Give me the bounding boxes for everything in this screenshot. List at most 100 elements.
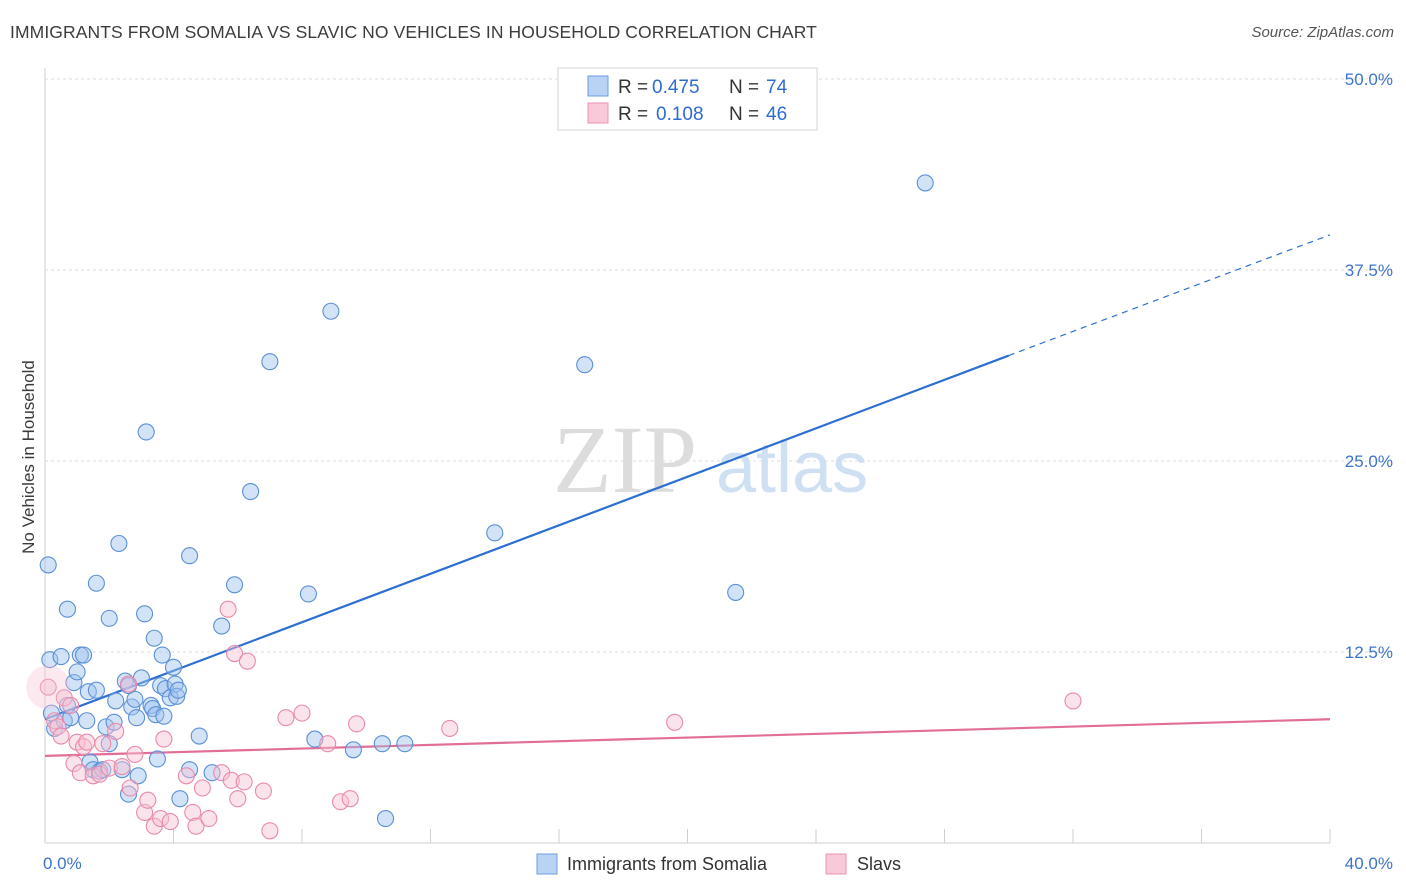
point-somalia-10 [68,663,86,681]
point-slavs-44 [341,790,359,808]
legend-n-label-somalia: N = [729,77,759,98]
legend-swatch-somalia [587,75,609,97]
source-label: Source: ZipAtlas.com [1251,24,1394,41]
watermark: ZIP atlas [553,406,868,513]
point-somalia-64 [344,741,362,759]
point-slavs-30 [200,810,218,828]
point-somalia-17 [87,681,105,699]
point-slavs-38 [254,782,273,800]
watermark-atlas: atlas [716,428,868,508]
point-somalia-42 [148,750,166,768]
point-somalia-21 [97,718,115,736]
point-somalia-37 [137,423,155,441]
point-somalia-8 [62,709,80,727]
point-slavs-18 [121,779,139,797]
point-slavs-24 [155,730,173,748]
point-slavs-45 [348,715,366,733]
bottom-legend: Immigrants from Somalia Slavs [536,853,901,875]
point-somalia-13 [78,712,96,730]
point-slavs-27 [184,803,202,821]
watermark-zip: ZIP [553,406,697,513]
y-tick-label-3: 50.0% [1345,70,1393,89]
trend-lines [44,234,1331,758]
point-slavs-26 [177,767,195,785]
point-slavs-35 [229,790,247,808]
point-slavs-32 [219,600,237,618]
point-slavs-17 [119,675,138,693]
point-slavs-2 [49,718,67,736]
point-somalia-66 [376,810,395,828]
y-tick-label-1: 25.0% [1345,452,1393,471]
point-somalia-59 [242,483,260,501]
point-slavs-large [26,665,71,710]
legend-r-label-slavs: R = [618,104,648,125]
point-somalia-34 [129,767,147,785]
point-slavs-3 [52,727,70,745]
point-somalia-63 [322,302,340,320]
x-tick-label-0: 0.0% [43,854,82,873]
y-axis-label: No Vehicles in Household [19,360,38,554]
x-tick-label-1: 40.0% [1345,854,1393,873]
point-slavs-6 [65,754,83,773]
point-slavs-42 [319,735,337,753]
point-slavs-0 [39,678,57,696]
point-slavs-13 [94,735,112,753]
point-slavs-40 [277,709,295,727]
chart-title: IMMIGRANTS FROM SOMALIA VS SLAVIC NO VEH… [10,22,817,42]
point-slavs-33 [222,771,240,789]
legend-n-label-slavs: N = [729,104,759,125]
axes [44,68,1331,844]
point-slavs-29 [193,779,211,797]
point-somalia-25 [107,692,125,710]
point-slavs-16 [113,758,131,776]
gridlines [45,78,1395,653]
point-somalia-45 [155,707,173,725]
legend-box: R = 0.475 N = 74 R = 0.108 N = 46 [557,67,818,131]
point-slavs-19 [126,745,144,763]
point-somalia-48 [164,658,183,676]
point-somalia-56 [203,764,221,782]
tick-labels: 12.5% 25.0% 37.5% 50.0% 0.0% 40.0% [43,70,1393,873]
trend-line-somalia [44,354,1010,721]
point-somalia-4 [52,648,70,666]
point-somalia-70 [727,583,745,601]
point-somalia-67 [396,735,414,753]
point-slavs-11 [84,767,102,785]
point-slavs-46 [441,719,459,737]
point-somalia-28 [116,672,134,690]
point-slavs-15 [107,722,125,741]
point-somalia-52 [171,790,189,808]
point-somalia-7 [58,600,77,618]
point-slavs-39 [261,822,279,840]
point-somalia-26 [110,534,128,553]
point-slavs-47 [666,713,684,731]
point-slavs-41 [293,704,311,722]
point-somalia-51 [169,681,187,699]
point-somalia-50 [168,687,186,705]
data-points [26,174,1082,840]
legend-n-value-slavs: 46 [766,104,787,125]
point-somalia-65 [373,735,391,753]
point-somalia-55 [190,727,208,745]
point-somalia-33 [128,709,146,727]
point-somalia-0 [39,556,57,574]
point-slavs-28 [187,817,205,835]
point-slavs-9 [75,738,93,756]
point-somalia-71 [916,174,934,192]
point-somalia-18 [87,574,105,592]
point-somalia-22 [100,609,118,627]
point-somalia-9 [65,674,83,692]
trend-line-slavs [44,718,1331,758]
point-somalia-53 [181,547,199,565]
point-slavs-25 [161,813,179,831]
point-somalia-40 [145,629,163,647]
bottom-legend-swatch-somalia [536,853,558,875]
y-tick-label-0: 12.5% [1345,643,1393,662]
point-somalia-43 [152,677,170,695]
point-somalia-57 [213,617,231,635]
point-slavs-23 [152,810,170,828]
point-somalia-60 [261,353,279,371]
point-somalia-20 [94,761,112,779]
point-somalia-68 [486,524,504,542]
